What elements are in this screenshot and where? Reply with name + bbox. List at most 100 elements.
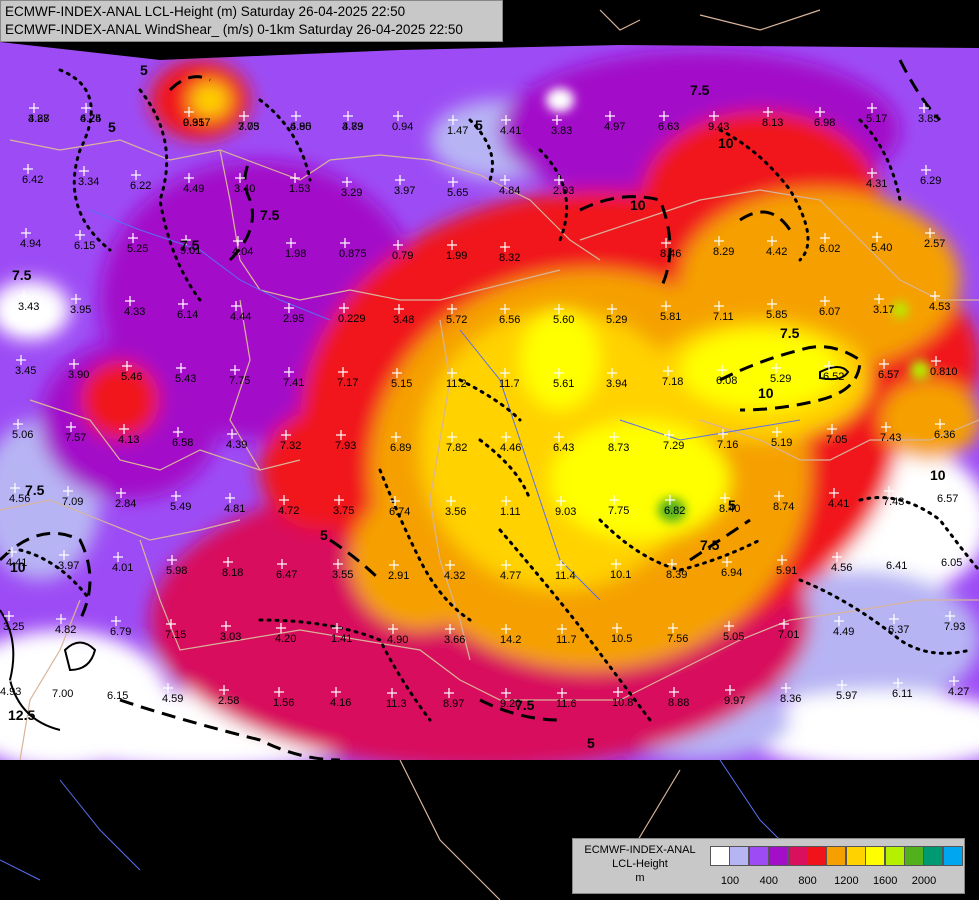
grid-value: 7.56 xyxy=(667,633,688,645)
grid-crosses xyxy=(1,103,959,698)
grid-value: 10.8 xyxy=(612,697,633,709)
grid-value: 2.58 xyxy=(218,695,239,707)
grid-value: 5.43 xyxy=(175,373,196,385)
grid-values: 3.28 4.24 9.91 7.73 6.85 3.73 0.94 1.47 4.41 3.83… xyxy=(0,113,969,710)
contour-label: 10 xyxy=(930,467,946,483)
grid-value: 6.15 xyxy=(74,240,95,252)
legend-swatch xyxy=(710,846,730,866)
grid-value: 0.79 xyxy=(392,250,413,262)
grid-value: 0.229 xyxy=(338,313,366,325)
windshear-contours xyxy=(0,59,979,762)
contour-label: 7.5 xyxy=(25,482,45,498)
grid-value: 0.94 xyxy=(392,121,413,133)
legend-swatch xyxy=(787,846,808,866)
grid-value: 6.56 xyxy=(499,314,520,326)
legend-swatch xyxy=(845,846,866,866)
grid-value: 4.42 xyxy=(766,246,787,258)
grid-value: 7.41 xyxy=(283,377,304,389)
contour-label: 12.5 xyxy=(8,707,35,723)
grid-value: 3.45 xyxy=(15,365,36,377)
grid-value: 6.05 xyxy=(941,557,962,569)
contour-label: 5 xyxy=(475,117,483,133)
grid-value: 4.41 xyxy=(6,557,27,569)
grid-value: 2.93 xyxy=(553,185,574,197)
grid-value: 7.11 xyxy=(713,311,734,323)
grid-value: 6.52 xyxy=(823,371,844,383)
grid-value: 7.09 xyxy=(62,496,83,508)
grid-value: 11.4 xyxy=(555,570,576,582)
grid-value: 6.22 xyxy=(130,180,151,192)
grid-value: 6.14 xyxy=(177,309,198,321)
grid-value: 4.44 xyxy=(230,311,251,323)
grid-value: 7.43 xyxy=(883,496,904,508)
grid-value: 4.82 xyxy=(55,624,76,636)
grid-value: 9.03 xyxy=(555,506,576,518)
grid-value: 4.59 xyxy=(162,693,183,705)
grid-value: 8.13 xyxy=(762,117,783,129)
grid-value: 0.810 xyxy=(930,366,958,378)
grid-value: 4.31 xyxy=(866,178,887,190)
legend-tick-label: 1200 xyxy=(834,875,859,887)
grid-value: 9.97 xyxy=(724,695,745,707)
legend-swatch xyxy=(807,846,827,866)
grid-value: 8.39 xyxy=(666,569,687,581)
grid-value: 9.43 xyxy=(708,121,729,133)
contour-label: 7.5 xyxy=(780,325,800,341)
grid-value: 6.36 xyxy=(934,429,955,441)
grid-value: 6.41 xyxy=(886,560,907,572)
grid-value: 6.82 xyxy=(664,505,685,517)
grid-value: 5.60 xyxy=(553,314,574,326)
contour-label: 5 xyxy=(108,119,116,135)
grid-value: 3.75 xyxy=(333,505,354,517)
grid-value: 3.56 xyxy=(445,506,466,518)
grid-value: 5.49 xyxy=(170,501,191,513)
grid-value: 6.11 xyxy=(892,688,913,700)
grid-value: 4.81 xyxy=(224,503,245,515)
grid-value: 3.66 xyxy=(444,634,465,646)
grid-value: 5.46 xyxy=(121,371,142,383)
grid-value: 4.93 xyxy=(0,686,21,698)
grid-value: 8.40 xyxy=(719,503,740,515)
contour-label: 5 xyxy=(587,735,595,751)
contour-label: 5 xyxy=(140,62,148,78)
contour-label: 7.5 xyxy=(700,537,720,553)
grid-value: 6.08 xyxy=(716,375,737,387)
grid-value: 11.6 xyxy=(556,698,577,710)
legend-swatch xyxy=(942,846,963,866)
grid-value: 4.72 xyxy=(278,505,299,517)
grid-value: 7.93 xyxy=(944,621,965,633)
grid-value: 4.94 xyxy=(20,238,41,250)
grid-value: 4.46 xyxy=(500,442,521,454)
grid-value: 4.41 xyxy=(500,125,521,137)
grid-value: 3.40 xyxy=(234,183,255,195)
grid-value: 5.15 xyxy=(391,378,412,390)
grid-value: 11.2 xyxy=(446,378,467,390)
grid-value: 3.94 xyxy=(606,378,627,390)
grid-value: 7.82 xyxy=(446,442,467,454)
grid-value: 6.94 xyxy=(721,567,742,579)
grid-value: 11.3 xyxy=(386,698,407,710)
grid-value: 4.27 xyxy=(948,686,969,698)
grid-value: 5.19 xyxy=(771,437,792,449)
grid-value: 6.58 xyxy=(172,437,193,449)
grid-value: 1.56 xyxy=(273,697,294,709)
legend-tick-label: 1600 xyxy=(872,875,898,887)
grid-value: 0.875 xyxy=(339,248,367,260)
grid-value: 3.25 xyxy=(3,621,24,633)
contour-label: 10 xyxy=(718,135,734,151)
grid-value: 8.73 xyxy=(608,442,629,454)
grid-value: 1.53 xyxy=(289,183,310,195)
grid-value: 3.55 xyxy=(332,569,353,581)
grid-value: 3.34 xyxy=(78,176,99,188)
grid-value: 7.75 xyxy=(608,505,629,517)
contour-label: 5 xyxy=(728,497,736,513)
grid-value: 0.357 xyxy=(183,117,211,129)
grid-value: 14.2 xyxy=(500,634,521,646)
grid-value: 5.85 xyxy=(766,309,787,321)
grid-value: 4.53 xyxy=(929,301,950,313)
grid-value: 9.91 xyxy=(183,117,204,129)
grid-value: 4.87 xyxy=(28,113,49,125)
grid-value: 7.16 xyxy=(717,439,738,451)
legend-title-unit: m xyxy=(635,872,645,884)
grid-value: 3.48 xyxy=(393,314,414,326)
